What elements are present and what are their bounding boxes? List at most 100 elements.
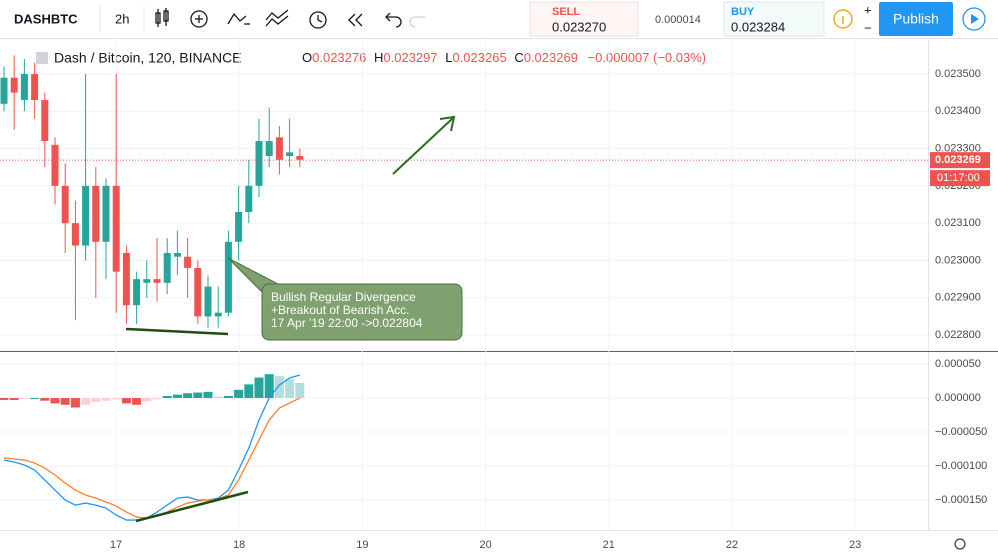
histogram-bar [19,397,29,399]
buy-button[interactable] [723,1,825,37]
toolbar [0,0,998,38]
price-tick-label: 0.023400 [935,105,981,117]
histogram-bar [142,397,152,402]
c-label: C [514,50,523,65]
candle-body [286,152,294,157]
spread: 0.000014 [655,14,701,26]
candle-body [255,141,263,186]
histogram-bar [30,397,40,399]
price-tick-label: 0.022900 [935,292,981,304]
countdown-box [930,170,990,187]
macd-tick-label: 0.000050 [935,358,981,370]
date-label: 19 [356,539,368,551]
candle-body [102,185,110,242]
histogram-bar [60,397,70,405]
candle-body [31,73,39,101]
candle-body [82,185,90,246]
candle-body [275,137,283,160]
macd-tick-label: −0.000100 [935,460,987,472]
date-label: 17 [110,539,122,551]
buy-price: 0.023284 [731,19,785,34]
histogram-bar [183,393,193,398]
histogram-bar [193,392,203,398]
l-label: L [445,50,452,65]
callout-line: Bullish Regular Divergence [271,290,416,304]
histogram-bar [162,395,172,398]
histogram-bar [234,389,244,398]
up-arrow [392,117,454,175]
histogram-bar [264,374,274,398]
redo-icon[interactable] [409,16,425,28]
date-label: 21 [603,539,615,551]
histogram-bar [274,376,284,398]
publish-button[interactable] [879,2,953,36]
l-value: 0.023265 [452,50,506,65]
histogram-bar [91,397,101,403]
candle-body [143,279,151,283]
price-tick-label: 0.023100 [935,217,981,229]
histogram-bar [203,391,213,398]
date-label: 20 [479,539,491,551]
histogram-bar [172,394,182,398]
sell-button[interactable] [529,1,639,37]
callout [261,283,463,341]
histogram-bar [295,383,305,398]
macd-tick-label: −0.000150 [935,494,987,506]
candle-body [184,256,192,268]
interval[interactable]: 2h [115,11,129,26]
last-price-label: 0.023269 [935,154,981,166]
candle-body [71,223,79,246]
candle-body [10,77,18,93]
candle-body [173,253,181,257]
macd-tick-label: −0.000050 [935,426,987,438]
o-label: O [302,50,312,65]
candle-body [112,185,120,272]
histogram-bar [70,397,80,408]
candle-body [20,73,28,101]
histogram-bar [244,384,254,398]
histogram-bar [40,397,50,401]
candle-body [92,185,100,242]
histogram-bar [213,396,223,398]
info-icon[interactable] [833,9,853,29]
macd-trendline [135,490,249,523]
zoom-minus[interactable]: − [864,20,872,35]
h-value: 0.023297 [383,50,437,65]
candle-body [41,100,49,142]
callout-line: 17 Apr '19 22:00 ->0.022804 [271,316,423,330]
h-label: H [374,50,383,65]
histogram-bar [50,397,60,404]
date-label: 22 [726,539,738,551]
candle-body [153,279,161,283]
candle-body [133,279,141,306]
c-value: 0.023269 [524,50,578,65]
candle-body [296,156,304,160]
legend-title[interactable]: Dash / Bitcoin, 120, BINANCE [54,50,242,66]
histogram-bar [0,397,9,401]
symbol[interactable]: DASHBTC [14,11,78,26]
candle-body [194,267,202,317]
zoom-plus[interactable]: + [864,2,872,17]
histogram-bar [111,397,121,400]
candle-body [163,253,171,283]
settings-icon[interactable] [954,538,966,550]
price-tick-label: 0.023000 [935,254,981,266]
callout-line: +Breakout of Bearish Acc. [271,303,409,317]
play-button[interactable] [962,7,986,31]
candle-body [235,211,243,242]
toolbar-icons[interactable] [155,8,402,29]
macd-line [3,374,300,521]
histogram-bar [132,397,142,405]
candle-body [122,253,130,306]
histogram-bar [9,397,19,401]
last-price-box [930,152,990,169]
sell-label: SELL [552,6,580,18]
candle-body [51,144,59,186]
macd-tick-label: 0.000000 [935,392,981,404]
price-tick-label: 0.023300 [935,142,981,154]
support-trendline [125,327,229,336]
up-arrow-head [439,115,456,132]
candle-body [204,286,212,317]
o-value: 0.023276 [312,50,366,65]
